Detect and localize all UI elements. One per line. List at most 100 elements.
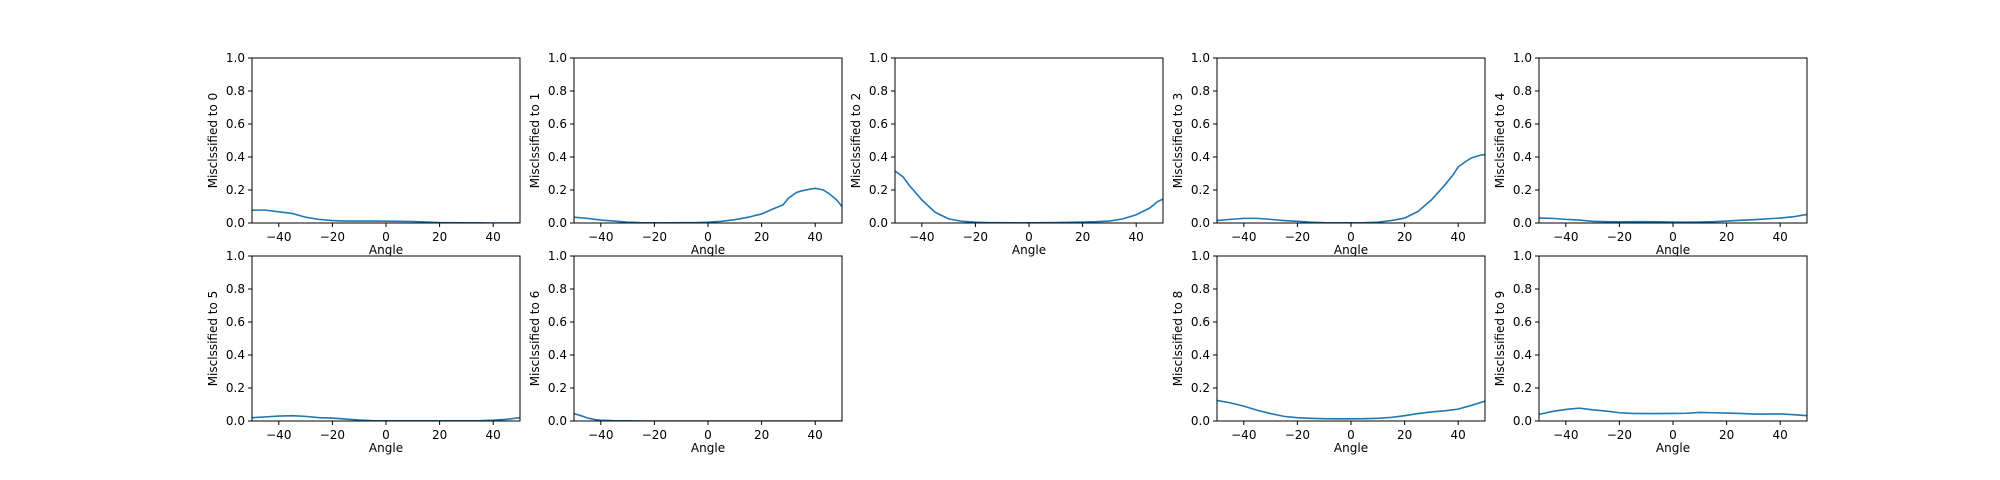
y-tick-label: 0.4 [869, 150, 888, 164]
x-axis-label: Angle [1656, 441, 1690, 455]
y-tick-label: 1.0 [1191, 51, 1210, 65]
y-tick-label: 0.2 [226, 183, 245, 197]
subplot-misclassified-to-5: 0.0 0.2 0.4 0.6 0.8 1.0 −40 −20 0 20 40 Angle Miscls… [206, 249, 521, 455]
y-tick-label: 0.0 [226, 216, 245, 230]
y-tick-label: 0.4 [548, 150, 567, 164]
x-tick-label: 20 [432, 230, 447, 244]
y-tick-label: 0.8 [226, 84, 245, 98]
y-tick-label: 0.6 [1513, 117, 1532, 131]
x-tick-label: 0 [382, 428, 390, 442]
y-tick-label: 0.8 [1191, 84, 1210, 98]
x-tick-label: −40 [1553, 428, 1578, 442]
series-line [252, 209, 520, 223]
axes-frame [894, 57, 1164, 224]
axes-frame [1216, 255, 1486, 422]
x-tick-label: 40 [1773, 428, 1788, 442]
x-tick-label: 40 [1129, 230, 1144, 244]
y-tick-label: 0.4 [226, 348, 245, 362]
y-tick-label: 1.0 [1513, 249, 1532, 263]
series-line [895, 170, 1163, 223]
x-tick-label: −20 [320, 230, 345, 244]
x-tick-label: 0 [382, 230, 390, 244]
y-tick-label: 0.6 [1191, 117, 1210, 131]
x-axis-label: Angle [369, 441, 403, 455]
y-tick-label: 0.6 [548, 117, 567, 131]
x-axis-label: Angle [369, 243, 403, 257]
y-axis-label: Misclssified to 5 [206, 291, 220, 387]
x-tick-label: −20 [1607, 230, 1632, 244]
series-line [1539, 407, 1807, 417]
subplot-misclassified-to-9: 0.0 0.2 0.4 0.6 0.8 1.0 −40 −20 0 20 40 Angle Miscls… [1493, 249, 1808, 455]
y-tick-label: 0.0 [226, 414, 245, 428]
x-tick-label: 40 [1451, 428, 1466, 442]
y-tick-label: 0.8 [1191, 282, 1210, 296]
x-tick-label: −20 [642, 230, 667, 244]
x-tick-label: 20 [1719, 428, 1734, 442]
x-axis-label: Angle [1656, 243, 1690, 257]
x-tick-label: 20 [754, 230, 769, 244]
x-axis-label: Angle [1334, 441, 1368, 455]
y-tick-label: 0.0 [1513, 216, 1532, 230]
x-tick-label: 20 [1719, 230, 1734, 244]
x-tick-label: 20 [432, 428, 447, 442]
x-tick-label: 20 [1397, 230, 1412, 244]
y-tick-label: 0.0 [548, 414, 567, 428]
y-tick-label: 0.0 [548, 216, 567, 230]
x-tick-label: −40 [588, 230, 613, 244]
y-tick-label: 0.6 [548, 315, 567, 329]
y-tick-label: 1.0 [869, 51, 888, 65]
x-tick-label: −20 [320, 428, 345, 442]
y-tick-label: 0.2 [1513, 183, 1532, 197]
x-tick-label: 0 [704, 428, 712, 442]
y-axis-label: Misclssified to 1 [528, 93, 542, 189]
axes-frame [251, 57, 521, 224]
axes-frame [573, 57, 843, 224]
y-tick-label: 0.4 [1513, 348, 1532, 362]
y-axis-label: Misclssified to 6 [528, 291, 542, 387]
x-tick-label: 0 [1669, 230, 1677, 244]
y-tick-label: 0.4 [1191, 150, 1210, 164]
x-tick-label: −40 [909, 230, 934, 244]
y-tick-label: 0.2 [869, 183, 888, 197]
y-tick-label: 0.8 [226, 282, 245, 296]
y-axis-label: Misclssified to 8 [1171, 291, 1185, 387]
y-axis-label: Misclssified to 2 [849, 93, 863, 189]
x-tick-label: −40 [588, 428, 613, 442]
x-tick-label: −20 [642, 428, 667, 442]
x-tick-label: −40 [1553, 230, 1578, 244]
x-tick-label: 40 [486, 428, 501, 442]
y-tick-label: 0.6 [1513, 315, 1532, 329]
y-tick-label: 0.6 [869, 117, 888, 131]
subplot-misclassified-to-8: 0.0 0.2 0.4 0.6 0.8 1.0 −40 −20 0 20 40 Angle Miscls… [1171, 249, 1486, 455]
x-tick-label: 0 [1669, 428, 1677, 442]
y-tick-label: 0.2 [1191, 183, 1210, 197]
x-axis-label: Angle [691, 441, 725, 455]
y-tick-label: 0.6 [1191, 315, 1210, 329]
x-tick-label: 40 [1451, 230, 1466, 244]
y-tick-label: 0.2 [1191, 381, 1210, 395]
x-tick-label: 20 [1397, 428, 1412, 442]
y-tick-label: 0.0 [1513, 414, 1532, 428]
y-tick-label: 0.6 [226, 117, 245, 131]
y-tick-label: 0.0 [1191, 216, 1210, 230]
x-tick-label: −20 [1607, 428, 1632, 442]
series-line [1539, 213, 1807, 223]
y-tick-label: 0.0 [869, 216, 888, 230]
subplot-misclassified-to-2: 0.0 0.2 0.4 0.6 0.8 1.0 −40 −20 0 20 40 Angle Miscls… [849, 51, 1164, 257]
series-line [574, 412, 842, 421]
x-axis-label: Angle [1334, 243, 1368, 257]
x-tick-label: 20 [1075, 230, 1090, 244]
subplot-misclassified-to-1: 0.0 0.2 0.4 0.6 0.8 1.0 −40 −20 0 20 40 Angle Miscls… [528, 51, 843, 257]
x-tick-label: −40 [266, 428, 291, 442]
y-tick-label: 0.8 [1513, 84, 1532, 98]
x-tick-label: 0 [1347, 428, 1355, 442]
x-axis-label: Angle [1012, 243, 1046, 257]
y-tick-label: 0.8 [548, 282, 567, 296]
axes-frame [1216, 57, 1486, 224]
y-tick-label: 0.0 [1191, 414, 1210, 428]
y-tick-label: 0.2 [548, 381, 567, 395]
x-tick-label: 0 [1025, 230, 1033, 244]
x-tick-label: 20 [754, 428, 769, 442]
axes-frame [1538, 255, 1808, 422]
